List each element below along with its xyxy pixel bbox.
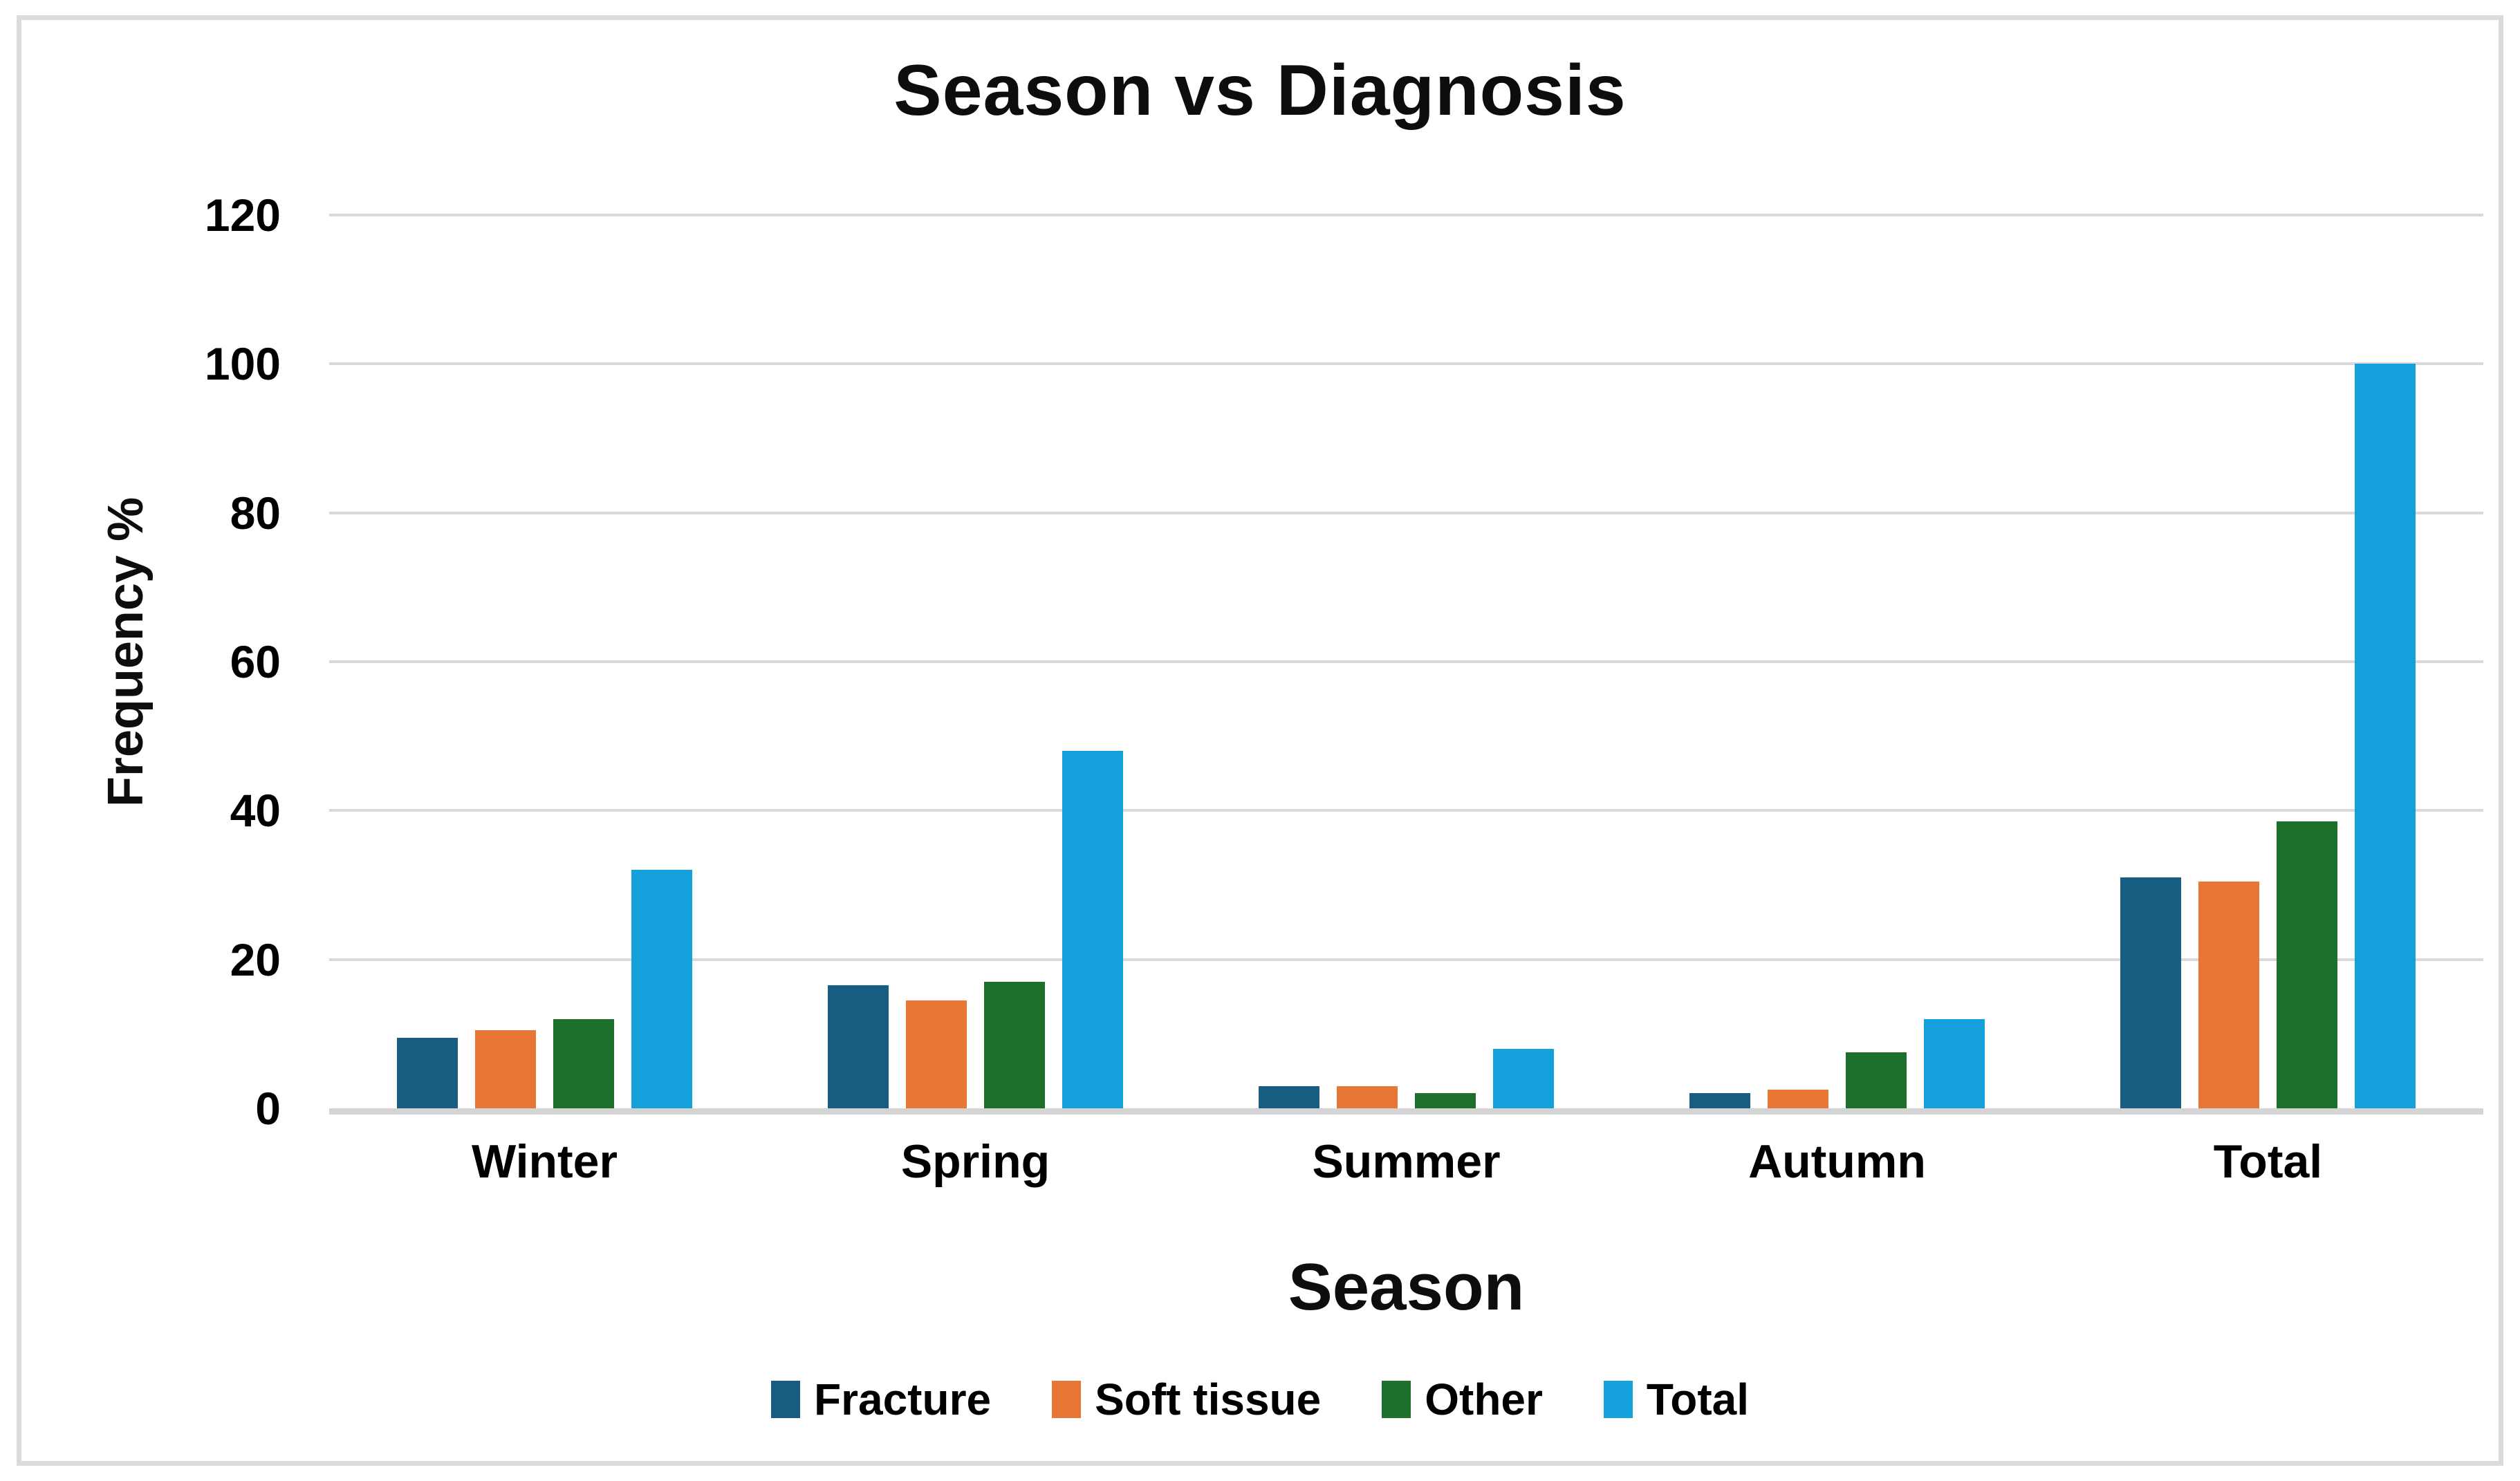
y-tick-label-0: 0 <box>255 1083 281 1134</box>
legend-label-soft-tissue: Soft tissue <box>1095 1375 1322 1424</box>
legend-item-soft-tissue: Soft tissue <box>1052 1374 1321 1425</box>
gridline-80 <box>329 511 2483 514</box>
bar-summer-total <box>1493 1048 1554 1108</box>
y-tick-label-60: 60 <box>230 636 281 687</box>
x-tick-label-spring: Spring <box>900 1135 1050 1188</box>
x-axis-title: Season <box>1288 1250 1525 1324</box>
bar-autumn-soft-tissue <box>1768 1090 1828 1108</box>
x-axis-line <box>329 1108 2483 1115</box>
x-tick-labels: Winter Spring Summer Autumn Total <box>329 1135 2483 1189</box>
bar-spring-total <box>1062 751 1123 1108</box>
legend-label-fracture: Fracture <box>813 1375 992 1424</box>
legend-item-total: Total <box>1603 1374 1750 1425</box>
legend-label-total: Total <box>1646 1375 1750 1424</box>
legend-label-other: Other <box>1425 1375 1543 1424</box>
y-tick-label-80: 80 <box>230 487 281 539</box>
gridline-60 <box>329 660 2483 663</box>
y-tick-label-120: 120 <box>204 189 281 241</box>
bar-group-autumn <box>1622 215 2053 1108</box>
bar-group-spring <box>760 215 1191 1108</box>
bar-autumn-fracture <box>1689 1093 1750 1108</box>
gridline-100 <box>329 362 2483 366</box>
legend-marker-fracture <box>770 1381 800 1418</box>
bar-group-summer <box>1191 215 1622 1108</box>
bar-spring-soft-tissue <box>906 1000 967 1108</box>
bar-summer-fracture <box>1259 1086 1319 1108</box>
y-tick-label-100: 100 <box>204 338 281 390</box>
legend-marker-total <box>1603 1381 1633 1418</box>
bar-groups <box>329 215 2483 1108</box>
x-tick-label-summer: Summer <box>1312 1135 1501 1188</box>
bar-group-winter <box>329 215 760 1108</box>
bar-autumn-other <box>1846 1052 1907 1108</box>
chart-title: Season vs Diagnosis <box>893 50 1627 131</box>
chart-frame: Season vs Diagnosis Frequency % 0 20 40 60 8… <box>17 15 2503 1466</box>
bar-spring-fracture <box>828 985 889 1108</box>
bar-winter-soft-tissue <box>475 1030 536 1108</box>
bar-summer-other <box>1415 1093 1476 1108</box>
bar-winter-total <box>631 870 692 1108</box>
gridline-20 <box>329 958 2483 961</box>
legend-item-other: Other <box>1382 1374 1543 1425</box>
bar-summer-soft-tissue <box>1337 1086 1398 1108</box>
y-tick-label-40: 40 <box>230 785 281 837</box>
gridline-120 <box>329 214 2483 216</box>
plot-area: 0 20 40 60 80 100 120 <box>205 192 2483 1131</box>
bar-total-other <box>2277 821 2337 1108</box>
legend-marker-other <box>1382 1381 1411 1418</box>
bar-total-total <box>2355 364 2416 1108</box>
y-tick-label-20: 20 <box>230 933 281 985</box>
x-tick-label-winter: Winter <box>472 1135 618 1188</box>
bar-group-total <box>2053 215 2483 1108</box>
bar-spring-other <box>984 981 1045 1108</box>
x-tick-label-total: Total <box>2213 1135 2323 1188</box>
bar-total-soft-tissue <box>2198 881 2259 1108</box>
bar-winter-fracture <box>397 1037 458 1108</box>
bar-winter-other <box>553 1018 614 1108</box>
bar-total-fracture <box>2120 877 2181 1108</box>
bar-autumn-total <box>1924 1018 1985 1108</box>
legend-item-fracture: Fracture <box>770 1374 992 1425</box>
gridline-40 <box>329 809 2483 812</box>
legend-marker-soft-tissue <box>1052 1381 1082 1418</box>
x-tick-label-autumn: Autumn <box>1748 1135 1926 1188</box>
legend: Fracture Soft tissue Other Total <box>21 1374 2499 1425</box>
